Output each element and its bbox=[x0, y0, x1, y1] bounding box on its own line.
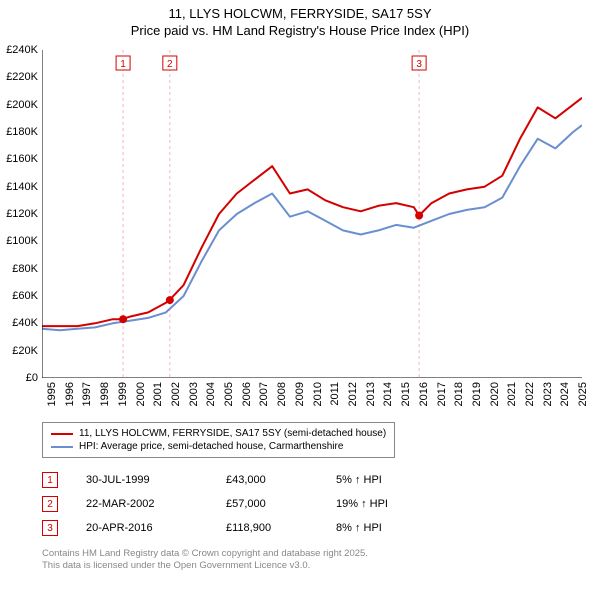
y-tick-label: £180K bbox=[6, 126, 38, 138]
sale-marker: 1 bbox=[42, 472, 58, 488]
y-tick-label: £100K bbox=[6, 235, 38, 247]
x-tick-label: 2007 bbox=[258, 382, 270, 406]
x-tick-label: 2009 bbox=[294, 382, 306, 406]
x-tick-label: 2012 bbox=[347, 382, 359, 406]
y-tick-label: £120K bbox=[6, 208, 38, 220]
x-tick-label: 2010 bbox=[312, 382, 324, 406]
legend-swatch bbox=[51, 433, 73, 435]
y-tick-label: £60K bbox=[12, 290, 38, 302]
legend: 11, LLYS HOLCWM, FERRYSIDE, SA17 5SY (se… bbox=[42, 422, 395, 458]
x-tick-label: 2015 bbox=[400, 382, 412, 406]
footer-line-2: This data is licensed under the Open Gov… bbox=[42, 560, 368, 572]
legend-row: HPI: Average price, semi-detached house,… bbox=[51, 440, 386, 453]
title-line-1: 11, LLYS HOLCWM, FERRYSIDE, SA17 5SY bbox=[0, 6, 600, 23]
sales-row: 3 20-APR-2016£118,9008% ↑ HPI bbox=[42, 516, 456, 540]
x-tick-label: 2001 bbox=[152, 382, 164, 406]
x-tick-label: 2020 bbox=[489, 382, 501, 406]
y-tick-label: £160K bbox=[6, 153, 38, 165]
sales-table: 1 30-JUL-1999£43,0005% ↑ HPI 2 22-MAR-2002£… bbox=[42, 468, 456, 540]
x-tick-label: 2005 bbox=[223, 382, 235, 406]
sale-date: 22-MAR-2002 bbox=[86, 498, 226, 510]
x-tick-label: 2004 bbox=[205, 382, 217, 406]
y-tick-label: £140K bbox=[6, 181, 38, 193]
x-tick-label: 1996 bbox=[64, 382, 76, 406]
x-tick-label: 2002 bbox=[170, 382, 182, 406]
sale-marker: 3 bbox=[42, 520, 58, 536]
x-tick-label: 1999 bbox=[117, 382, 129, 406]
x-tick-label: 2017 bbox=[436, 382, 448, 406]
sales-row: 2 22-MAR-2002£57,00019% ↑ HPI bbox=[42, 492, 456, 516]
sale-marker: 2 bbox=[42, 496, 58, 512]
x-tick-label: 2021 bbox=[506, 382, 518, 406]
footer-attribution: Contains HM Land Registry data © Crown c… bbox=[42, 548, 368, 573]
legend-label: HPI: Average price, semi-detached house,… bbox=[79, 441, 343, 452]
x-tick-label: 2018 bbox=[453, 382, 465, 406]
legend-label: 11, LLYS HOLCWM, FERRYSIDE, SA17 5SY (se… bbox=[79, 428, 386, 439]
sale-date: 30-JUL-1999 bbox=[86, 474, 226, 486]
x-tick-label: 2016 bbox=[418, 382, 430, 406]
x-tick-label: 2003 bbox=[188, 382, 200, 406]
sale-delta: 5% ↑ HPI bbox=[336, 474, 456, 486]
y-tick-label: £240K bbox=[6, 44, 38, 56]
line-chart: 1 2 3 bbox=[42, 50, 582, 378]
sale-date: 20-APR-2016 bbox=[86, 522, 226, 534]
x-tick-label: 2011 bbox=[329, 382, 341, 406]
sale-delta: 19% ↑ HPI bbox=[336, 498, 456, 510]
x-tick-label: 2025 bbox=[577, 382, 589, 406]
x-tick-label: 2024 bbox=[559, 382, 571, 406]
chart-area: 123 £0£20K£40K£60K£80K£100K£120K£140K£16… bbox=[42, 50, 582, 378]
y-tick-label: £200K bbox=[6, 99, 38, 111]
legend-row: 11, LLYS HOLCWM, FERRYSIDE, SA17 5SY (se… bbox=[51, 427, 386, 440]
x-tick-label: 2014 bbox=[382, 382, 394, 406]
svg-text:2: 2 bbox=[167, 59, 173, 70]
title-line-2: Price paid vs. HM Land Registry's House … bbox=[0, 23, 600, 40]
y-tick-label: £20K bbox=[12, 345, 38, 357]
y-tick-label: £40K bbox=[12, 317, 38, 329]
x-tick-label: 1998 bbox=[99, 382, 111, 406]
sales-row: 1 30-JUL-1999£43,0005% ↑ HPI bbox=[42, 468, 456, 492]
x-tick-label: 2022 bbox=[524, 382, 536, 406]
legend-swatch bbox=[51, 446, 73, 448]
chart-title-block: 11, LLYS HOLCWM, FERRYSIDE, SA17 5SY Pri… bbox=[0, 0, 600, 40]
x-tick-label: 2000 bbox=[135, 382, 147, 406]
svg-text:3: 3 bbox=[416, 59, 422, 70]
x-tick-label: 1997 bbox=[81, 382, 93, 406]
y-tick-label: £220K bbox=[6, 71, 38, 83]
x-tick-label: 2019 bbox=[471, 382, 483, 406]
x-tick-label: 2013 bbox=[365, 382, 377, 406]
footer-line-1: Contains HM Land Registry data © Crown c… bbox=[42, 548, 368, 560]
sale-price: £57,000 bbox=[226, 498, 336, 510]
x-tick-label: 1995 bbox=[46, 382, 58, 406]
y-tick-label: £0 bbox=[26, 372, 38, 384]
svg-text:1: 1 bbox=[120, 59, 126, 70]
x-tick-label: 2008 bbox=[276, 382, 288, 406]
sale-price: £118,900 bbox=[226, 522, 336, 534]
y-tick-label: £80K bbox=[12, 263, 38, 275]
sale-price: £43,000 bbox=[226, 474, 336, 486]
x-tick-label: 2006 bbox=[241, 382, 253, 406]
x-tick-label: 2023 bbox=[542, 382, 554, 406]
sale-delta: 8% ↑ HPI bbox=[336, 522, 456, 534]
